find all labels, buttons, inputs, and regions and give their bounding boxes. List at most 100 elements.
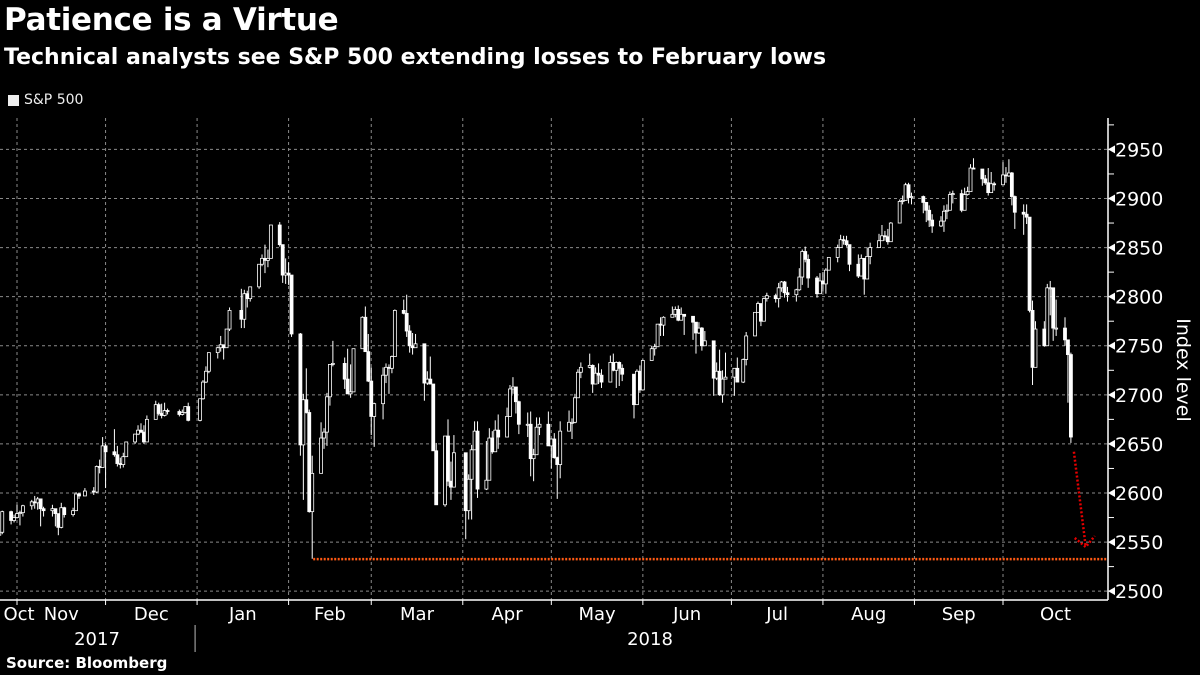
- candle: [431, 383, 436, 452]
- candle: [652, 343, 657, 356]
- candle: [661, 316, 666, 336]
- candle-body-down: [632, 373, 636, 406]
- candle: [266, 249, 270, 268]
- candle-body-down: [906, 184, 911, 198]
- candle: [965, 186, 970, 196]
- candle-body-down: [449, 480, 453, 488]
- candle-body-up: [469, 449, 474, 480]
- candle: [452, 435, 456, 488]
- candle: [883, 230, 887, 241]
- candle: [649, 345, 654, 361]
- candle: [475, 421, 480, 498]
- annotations: [313, 451, 1108, 561]
- candle: [735, 357, 740, 383]
- candle: [381, 367, 385, 420]
- candle-body-down: [959, 193, 964, 211]
- candle-body-down: [717, 370, 722, 396]
- candle-body-down: [785, 292, 790, 296]
- candle: [1009, 171, 1014, 206]
- candle-body-up: [877, 240, 881, 248]
- x-month-label: Jul: [765, 604, 788, 625]
- candle: [204, 366, 208, 384]
- candle-body-up: [823, 269, 828, 285]
- candle-body-down: [112, 451, 117, 456]
- candle: [260, 254, 264, 267]
- candle-body-up: [756, 303, 760, 313]
- candle-body-down: [186, 406, 191, 421]
- candle: [838, 234, 843, 248]
- candle: [29, 499, 34, 510]
- candle-body-up: [384, 366, 388, 376]
- candle-body-up: [301, 399, 306, 446]
- candle-body-up: [121, 456, 126, 465]
- candle: [655, 323, 660, 348]
- candle-body-up: [732, 367, 737, 378]
- candle: [844, 235, 849, 247]
- candle-body-up: [1007, 172, 1011, 177]
- candle-body-up: [201, 381, 205, 400]
- x-month-label: Oct: [3, 604, 34, 625]
- candle-body-up: [12, 517, 16, 521]
- candle: [186, 402, 191, 422]
- candle: [496, 414, 501, 449]
- candle: [773, 293, 778, 303]
- candle: [756, 301, 760, 313]
- candle-body-down: [422, 343, 427, 384]
- y-tick-label: 2900: [1115, 188, 1163, 210]
- candle: [534, 417, 539, 456]
- candle-body-down: [983, 178, 988, 184]
- candle-body-down: [1027, 216, 1032, 311]
- candle-body-up: [29, 501, 34, 507]
- candle-body-up: [348, 391, 353, 395]
- candle: [1051, 287, 1056, 341]
- candle: [56, 513, 61, 536]
- candle-body-up: [183, 406, 188, 413]
- candle-body-up: [94, 466, 99, 493]
- candle-body-down: [289, 274, 294, 335]
- candle: [242, 289, 247, 329]
- candle-body-down: [142, 431, 146, 443]
- candle-body-up: [425, 378, 430, 384]
- candle-body-down: [263, 257, 267, 261]
- candle-body-down: [773, 295, 778, 300]
- candle-body-down: [159, 413, 164, 416]
- candle-body-up: [909, 196, 914, 198]
- candle: [897, 199, 902, 224]
- candle: [826, 256, 831, 271]
- candle-body-down: [404, 312, 409, 332]
- candle: [443, 435, 447, 507]
- candle-body-up: [900, 200, 905, 202]
- candle-body-up: [679, 313, 684, 321]
- candle-body-up: [224, 328, 229, 349]
- candle: [227, 307, 232, 332]
- candle-body-down: [611, 362, 616, 371]
- candle: [221, 344, 226, 360]
- candle: [567, 410, 571, 432]
- candle: [573, 393, 577, 424]
- x-month-label: Mar: [400, 604, 435, 625]
- candle: [1024, 204, 1029, 225]
- candle: [587, 353, 592, 369]
- candle-body-down: [821, 280, 825, 285]
- projection-arrow-head: [1073, 535, 1096, 549]
- candle-body-up: [325, 396, 329, 433]
- candle: [53, 508, 58, 527]
- candle-body-up: [640, 360, 645, 391]
- candle-body-up: [328, 363, 332, 398]
- candle-body-up: [939, 220, 943, 227]
- candle: [714, 362, 719, 381]
- candle-body-up: [1045, 287, 1050, 347]
- candle: [608, 355, 613, 383]
- candle: [1045, 283, 1050, 347]
- chart-subtitle: Technical analysts see S&P 500 extending…: [4, 45, 827, 70]
- candle: [342, 357, 347, 389]
- candle-body-up: [531, 454, 536, 460]
- candle-body-up: [741, 359, 746, 383]
- y-tick-mark: [1108, 538, 1115, 547]
- candle-body-up: [466, 478, 471, 512]
- candle: [694, 321, 698, 354]
- candle: [0, 531, 2, 536]
- candle-body-down: [986, 182, 991, 194]
- candle-body-up: [242, 293, 247, 320]
- candle-body-up: [484, 479, 489, 490]
